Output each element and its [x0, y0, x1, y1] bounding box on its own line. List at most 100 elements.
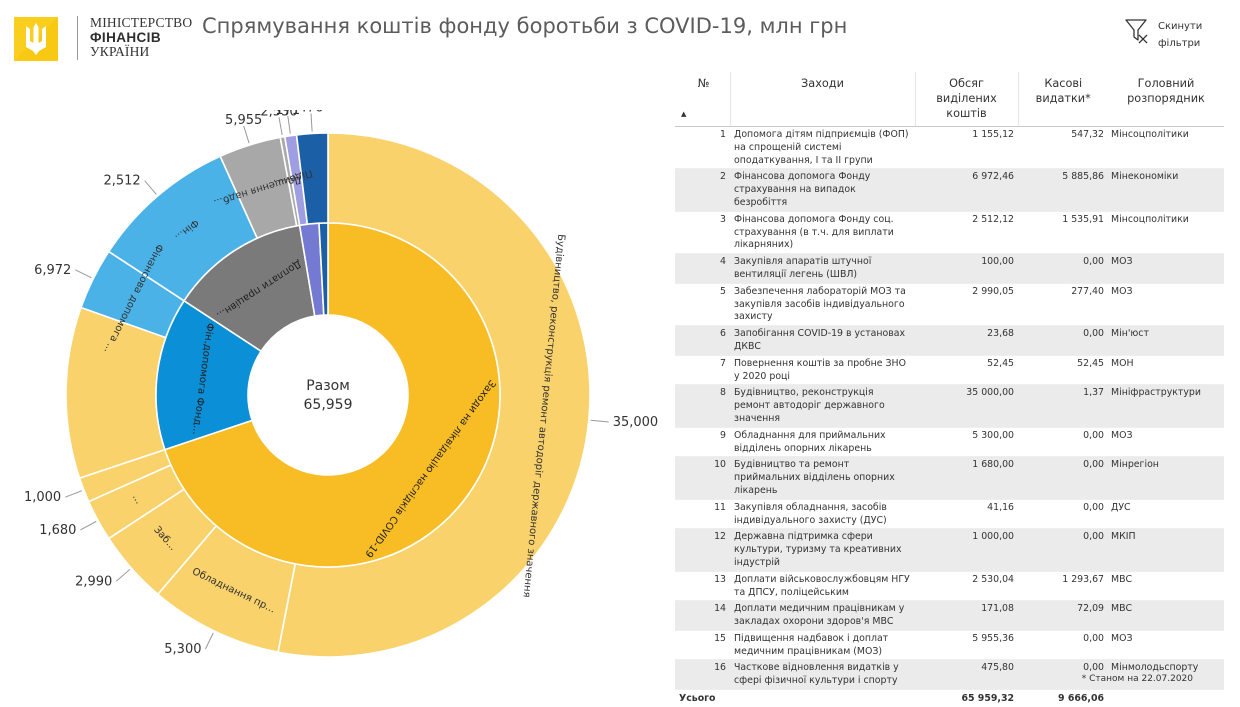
column-header-kasovi[interactable]: Касові видатки*	[1017, 72, 1108, 127]
table-row[interactable]: 7 Повернення коштів за пробне ЗНО у 2020 …	[675, 355, 1224, 386]
logo-line-1: МІНІСТЕРСТВО	[90, 15, 193, 30]
cell-kasovi: 0,00	[1018, 630, 1108, 661]
cell-zahody: Доплати медичним працівникам у закладах …	[730, 600, 915, 631]
center-label: Разом	[306, 378, 350, 394]
cell-kasovi: 547,32	[1018, 126, 1108, 170]
table-row[interactable]: 2 Фінансова допомога Фонду страхування на…	[675, 168, 1224, 212]
cell-zahody: Будівництво, реконструкція ремонт автодо…	[730, 384, 915, 428]
cell-rozporyadnyk: ДУС	[1108, 499, 1224, 530]
table-row[interactable]: 6 Запобігання COVID-19 в установах ДКВС 23…	[675, 325, 1224, 356]
reset-filters-button[interactable]: Скинути фільтри	[1124, 15, 1234, 55]
leader-line	[75, 269, 92, 279]
table-body: 1 Допомога дітям підприємців (ФОП) на спр…	[675, 126, 1224, 691]
cell-rozporyadnyk: МКІП	[1108, 528, 1224, 572]
cell-kasovi: 0,00	[1018, 325, 1108, 356]
value-label: 476	[299, 110, 324, 116]
cell-zahody: Будівництво та ремонт приймальних відділ…	[730, 456, 915, 500]
cell-kasovi: 5 885,86	[1018, 168, 1108, 212]
cell-kasovi: 0,00	[1018, 528, 1108, 572]
table-row[interactable]: 9 Обладнання для приймальних відділень оп…	[675, 427, 1224, 458]
logo-text: МІНІСТЕРСТВО ФІНАНСІВ УКРАЇНИ	[90, 15, 193, 60]
table-row[interactable]: 4 Закупівля апаратів штучної вентиляції л…	[675, 253, 1224, 284]
table-row[interactable]: 16 Часткове відновлення видатків у сфері …	[675, 659, 1224, 691]
logo-divider	[77, 16, 78, 60]
cell-rozporyadnyk: МОЗ	[1108, 427, 1224, 458]
cell-kasovi: 0,00	[1018, 499, 1108, 530]
column-header-obsyah[interactable]: Обсяг виділених коштів	[914, 72, 1018, 127]
inner-wedge[interactable]	[318, 222, 329, 316]
cell-rozporyadnyk: Мінмолодьспорту	[1108, 659, 1224, 691]
cell-rozporyadnyk: Мінрегіон	[1108, 456, 1224, 500]
table-row[interactable]: 8 Будівництво, реконструкція ремонт автод…	[675, 384, 1224, 428]
column-header-num[interactable]: № ▲	[675, 72, 730, 127]
table-row[interactable]: 14 Доплати медичним працівникам у заклада…	[675, 600, 1224, 631]
table-row[interactable]: 1 Допомога дітям підприємців (ФОП) на спр…	[675, 126, 1224, 170]
cell-zahody: Допомога дітям підприємців (ФОП) на спро…	[730, 126, 915, 170]
cell-num: 1	[675, 126, 730, 170]
cell-obsyah: 171,08	[915, 600, 1018, 631]
cell-kasovi: 0,00	[1018, 456, 1108, 500]
cell-obsyah: 475,80	[915, 659, 1018, 691]
outer-wedge-label: ...	[130, 492, 144, 506]
cell-obsyah: 2 512,12	[915, 211, 1018, 255]
value-label: 2,530	[260, 110, 297, 119]
table-row[interactable]: 10 Будівництво та ремонт приймальних відд…	[675, 456, 1224, 500]
cell-obsyah: 5 955,36	[915, 630, 1018, 661]
outer-wedge-label: До...	[278, 173, 303, 188]
table-row[interactable]: 12 Державна підтримка сфери культури, тур…	[675, 528, 1224, 572]
table-row[interactable]: 13 Доплати військовослужбовцям НГУ та ДПС…	[675, 571, 1224, 602]
cell-obsyah: 1 000,00	[915, 528, 1018, 572]
leader-line	[64, 490, 83, 498]
cell-rozporyadnyk: Мініфраструктури	[1108, 384, 1224, 428]
cell-num: 3	[675, 211, 730, 255]
cell-rozporyadnyk: МОН	[1108, 355, 1224, 386]
cell-rozporyadnyk: МОЗ	[1108, 630, 1224, 661]
leader-line	[590, 419, 609, 423]
table-row[interactable]: 11 Закупівля обладнання, засобів індивіду…	[675, 499, 1224, 530]
value-label: 1,680	[39, 523, 76, 538]
cell-zahody: Державна підтримка сфери культури, туриз…	[730, 528, 915, 572]
cell-kasovi: 0,00	[1018, 253, 1108, 284]
inner-wedge[interactable]	[163, 222, 501, 568]
cell-obsyah: 1 155,12	[915, 126, 1018, 170]
table-row[interactable]: 15 Підвищення надбавок і доплат медичним …	[675, 630, 1224, 661]
cell-zahody: Доплати військовослужбовцям НГУ та ДПСУ,…	[730, 571, 915, 602]
cell-num: 8	[675, 384, 730, 428]
cell-num: 15	[675, 630, 730, 661]
cell-zahody: Фінансова допомога Фонду соц. страхуванн…	[730, 211, 915, 255]
cell-num: 16	[675, 659, 730, 691]
cell-zahody: Обладнання для приймальних відділень опо…	[730, 427, 915, 458]
cell-num: 11	[675, 499, 730, 530]
cell-obsyah: 23,68	[915, 325, 1018, 356]
logo-line-3: УКРАЇНИ	[90, 44, 150, 59]
column-header-zahody[interactable]: Заходи	[729, 72, 915, 127]
cell-zahody: Запобігання COVID-19 в установах ДКВС	[730, 325, 915, 356]
leader-line	[144, 180, 157, 195]
column-header-rozporyadnyk[interactable]: Головний розпорядник	[1108, 72, 1224, 127]
cell-rozporyadnyk: МВС	[1108, 600, 1224, 631]
inner-wedge[interactable]	[155, 299, 263, 451]
sort-ascending-icon: ▲	[681, 110, 687, 118]
leader-line	[287, 115, 291, 134]
value-label: 5,300	[164, 642, 201, 657]
cell-obsyah: 2 530,04	[915, 571, 1018, 602]
cell-rozporyadnyk: МОЗ	[1108, 283, 1224, 327]
table-row[interactable]: 5 Забезпечення лабораторій МОЗ та закупів…	[675, 283, 1224, 327]
table-total-row: Усього 65 959,32 9 666,06	[675, 689, 1224, 707]
cell-rozporyadnyk: Мін'юст	[1108, 325, 1224, 356]
table-row[interactable]: 3 Фінансова допомога Фонду соц. страхуван…	[675, 211, 1224, 255]
cell-obsyah: 1 680,00	[915, 456, 1018, 500]
reset-filters-label: Скинути фільтри	[1158, 18, 1202, 52]
leader-line	[115, 569, 131, 582]
cell-obsyah: 6 972,46	[915, 168, 1018, 212]
cell-zahody: Закупівля апаратів штучної вентиляції ле…	[730, 253, 915, 284]
ministry-logo: МІНІСТЕРСТВО ФІНАНСІВ УКРАЇНИ	[14, 14, 192, 62]
cell-num: 6	[675, 325, 730, 356]
value-label: 2,990	[75, 574, 112, 589]
leader-line	[310, 113, 313, 132]
total-obsyah: 65 959,32	[915, 689, 1018, 707]
filter-clear-icon	[1125, 19, 1148, 44]
cell-obsyah: 41,16	[915, 499, 1018, 530]
cell-kasovi: 1 293,67	[1018, 571, 1108, 602]
cell-rozporyadnyk: МВС	[1108, 571, 1224, 602]
